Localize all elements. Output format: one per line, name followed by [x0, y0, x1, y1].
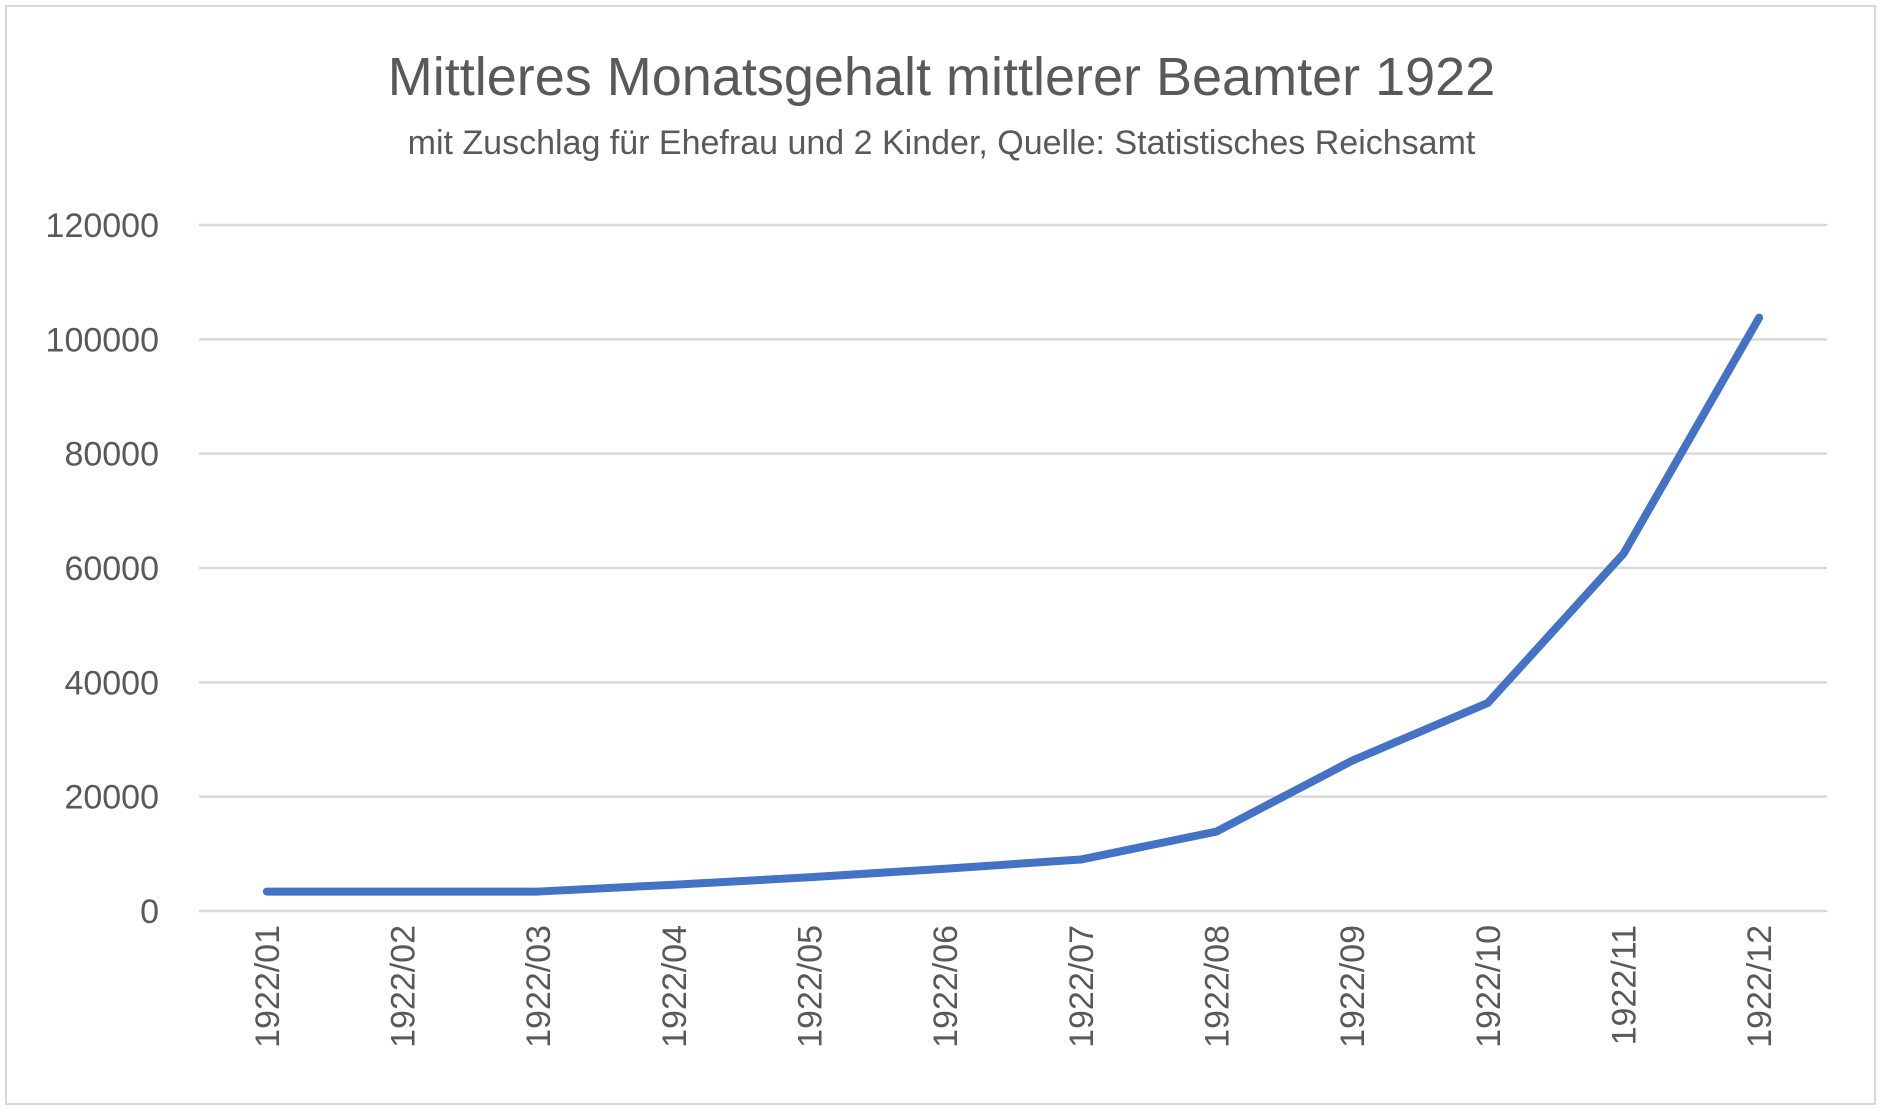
x-tick-label: 1922/03	[520, 925, 558, 1048]
y-tick-label: 100000	[46, 321, 159, 359]
x-tick-label: 1922/04	[656, 925, 694, 1048]
y-tick-label: 0	[140, 893, 159, 931]
x-tick-label: 1922/10	[1470, 925, 1508, 1048]
x-tick-label: 1922/07	[1063, 925, 1101, 1048]
x-tick-label: 1922/02	[385, 925, 423, 1048]
chart-title: Mittleres Monatsgehalt mittlerer Beamter…	[387, 47, 1496, 107]
x-tick-label: 1922/08	[1199, 925, 1237, 1048]
y-tick-label: 40000	[64, 664, 159, 702]
x-tick-label: 1922/11	[1606, 925, 1644, 1045]
y-tick-label: 60000	[64, 550, 159, 588]
series-line	[262, 313, 1764, 896]
y-tick-label: 80000	[64, 436, 159, 474]
y-tick-label: 120000	[46, 207, 159, 245]
x-tick-label: 1922/05	[792, 925, 830, 1048]
chart-frame	[5, 5, 1876, 1105]
x-tick-label: 1922/01	[249, 925, 287, 1048]
x-tick-label: 1922/12	[1741, 925, 1779, 1048]
y-tick-label: 20000	[64, 779, 159, 817]
x-tick-label: 1922/09	[1334, 925, 1372, 1048]
chart-subtitle: mit Zuschlag für Ehefrau und 2 Kinder, Q…	[407, 124, 1476, 162]
x-tick-label: 1922/06	[927, 925, 965, 1048]
